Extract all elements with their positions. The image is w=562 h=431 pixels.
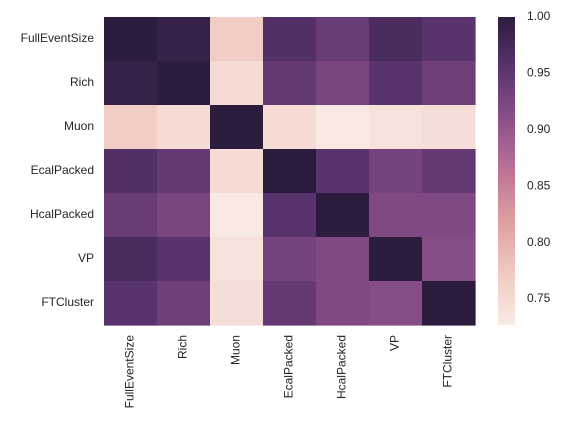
heatmap-cell — [316, 193, 370, 238]
heatmap-cell — [210, 281, 264, 326]
heatmap-cell — [316, 105, 370, 150]
heatmap-cell — [422, 105, 476, 150]
heatmap-cell — [210, 237, 264, 282]
heatmap-cell — [104, 105, 158, 150]
colorbar-ticks: 0.75 0.80 0.85 0.90 0.95 1.00 — [527, 9, 551, 305]
row-tick-label: EcalPacked — [31, 163, 94, 177]
heatmap-cell — [157, 237, 211, 282]
heatmap-cell — [263, 61, 317, 106]
column-tick-label: FullEventSize — [123, 335, 137, 409]
row-tick-label: FullEventSize — [21, 31, 95, 45]
column-tick-label: HcalPacked — [335, 335, 349, 399]
heatmap-cell — [369, 193, 423, 238]
heatmap-cell — [157, 193, 211, 238]
heatmap-cell — [263, 193, 317, 238]
heatmap-cell — [104, 61, 158, 106]
heatmap-cell — [369, 61, 423, 106]
heatmap-cell — [316, 17, 370, 62]
heatmap-cell — [369, 105, 423, 150]
row-tick-label: Rich — [70, 75, 94, 89]
heatmap-cell — [369, 281, 423, 326]
column-tick-label: FTCluster — [441, 335, 455, 388]
heatmap-cell — [263, 105, 317, 150]
heatmap-cell — [422, 149, 476, 194]
heatmap-cell — [263, 149, 317, 194]
heatmap-cell — [210, 193, 264, 238]
heatmap-cell — [104, 193, 158, 238]
heatmap-cell — [316, 281, 370, 326]
row-tick-label: Muon — [64, 119, 94, 133]
heatmap-cell — [369, 149, 423, 194]
colorbar-gradient — [498, 17, 515, 325]
column-tick-label: EcalPacked — [282, 335, 296, 398]
heatmap-cell — [157, 149, 211, 194]
colorbar: 0.75 0.80 0.85 0.90 0.95 1.00 — [498, 9, 551, 325]
column-tick-label: Muon — [229, 335, 243, 365]
heatmap-cell — [422, 17, 476, 62]
colorbar-tick-label: 0.80 — [527, 235, 551, 249]
heatmap-cell — [157, 105, 211, 150]
heatmap-cell — [422, 193, 476, 238]
heatmap-cell — [104, 149, 158, 194]
heatmap-cells — [104, 17, 476, 326]
heatmap-cell — [210, 149, 264, 194]
row-tick-label: FTCluster — [41, 295, 94, 309]
heatmap-cell — [316, 149, 370, 194]
heatmap-cell — [369, 237, 423, 282]
colorbar-tick-label: 0.90 — [527, 122, 551, 136]
column-tick-label: VP — [388, 335, 402, 351]
colorbar-tick-label: 0.85 — [527, 178, 551, 192]
heatmap-cell — [157, 61, 211, 106]
row-tick-label: VP — [78, 251, 94, 265]
column-labels: FullEventSize Rich Muon EcalPacked HcalPacke… — [123, 335, 455, 409]
row-tick-label: HcalPacked — [30, 207, 94, 221]
colorbar-tick-label: 1.00 — [527, 9, 551, 23]
heatmap-cell — [104, 281, 158, 326]
heatmap-cell — [104, 17, 158, 62]
heatmap-cell — [263, 281, 317, 326]
heatmap-cell — [104, 237, 158, 282]
heatmap-cell — [422, 61, 476, 106]
heatmap-cell — [157, 281, 211, 326]
heatmap-cell — [316, 61, 370, 106]
heatmap-cell — [263, 237, 317, 282]
heatmap-cell — [210, 105, 264, 150]
heatmap-cell — [210, 61, 264, 106]
heatmap-cell — [422, 281, 476, 326]
row-labels: FullEventSize Rich Muon EcalPacked HcalPacke… — [21, 31, 95, 309]
colorbar-tick-label: 0.75 — [527, 291, 551, 305]
heatmap-cell — [263, 17, 317, 62]
heatmap-cell — [369, 17, 423, 62]
heatmap-cell — [422, 237, 476, 282]
heatmap-cell — [157, 17, 211, 62]
column-tick-label: Rich — [176, 335, 190, 359]
colorbar-tick-label: 0.95 — [527, 66, 551, 80]
heatmap-cell — [316, 237, 370, 282]
heatmap-cell — [210, 17, 264, 62]
